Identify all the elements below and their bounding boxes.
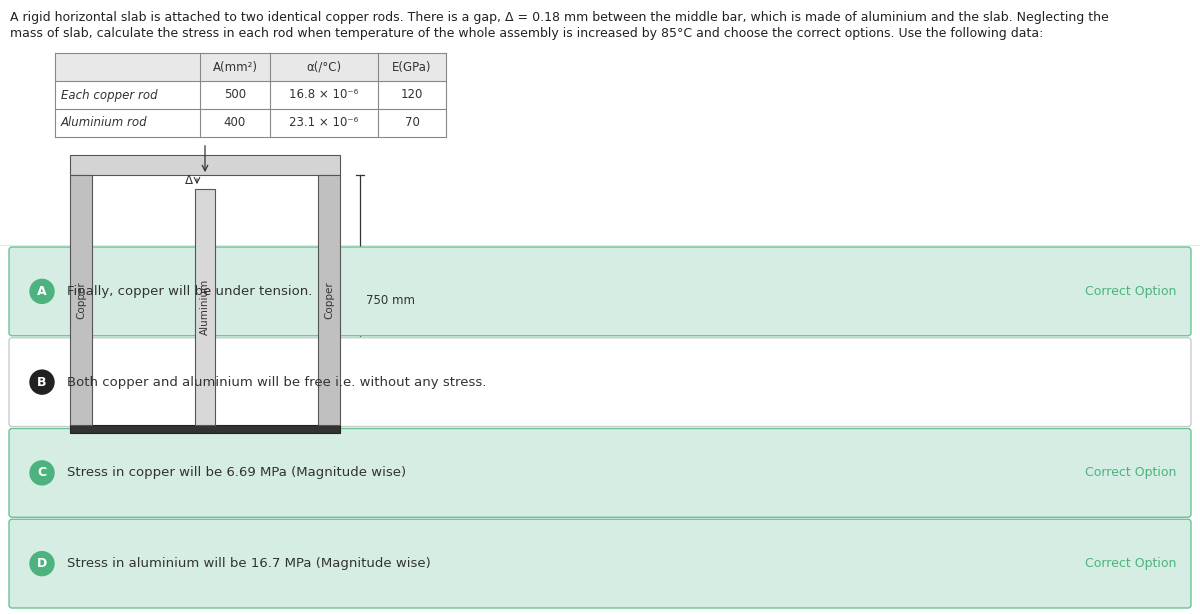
Bar <box>70 425 340 433</box>
Circle shape <box>30 370 54 394</box>
Bar <box>55 81 446 109</box>
Text: C: C <box>37 466 47 479</box>
Text: Correct Option: Correct Option <box>1085 285 1176 298</box>
FancyBboxPatch shape <box>10 338 1190 426</box>
Text: Stress in copper will be 6.69 MPa (Magnitude wise): Stress in copper will be 6.69 MPa (Magni… <box>67 466 406 479</box>
Text: Aluminium: Aluminium <box>200 279 210 335</box>
Text: A rigid horizontal slab is attached to two identical copper rods. There is a gap: A rigid horizontal slab is attached to t… <box>10 11 1109 24</box>
Text: 750 mm: 750 mm <box>366 293 415 306</box>
FancyBboxPatch shape <box>10 247 1190 336</box>
Text: Copper: Copper <box>76 281 86 319</box>
Text: A: A <box>37 285 47 298</box>
Bar <box>55 109 446 137</box>
Text: B: B <box>37 376 47 389</box>
Text: 23.1 × 10⁻⁶: 23.1 × 10⁻⁶ <box>289 116 359 130</box>
Text: Each copper rod: Each copper rod <box>61 89 157 101</box>
Text: D: D <box>37 557 47 570</box>
Bar <box>194 189 215 425</box>
Text: Correct Option: Correct Option <box>1085 466 1176 479</box>
Text: E(GPa): E(GPa) <box>392 60 432 74</box>
Text: α(/°C): α(/°C) <box>306 60 342 74</box>
Bar <box>70 155 340 175</box>
Text: 70: 70 <box>404 116 420 130</box>
Bar <box>70 175 92 425</box>
Text: Copper: Copper <box>324 281 334 319</box>
Text: A(mm²): A(mm²) <box>212 60 258 74</box>
Text: Aluminium rod: Aluminium rod <box>61 116 148 130</box>
Text: Stress in aluminium will be 16.7 MPa (Magnitude wise): Stress in aluminium will be 16.7 MPa (Ma… <box>67 557 431 570</box>
Circle shape <box>30 552 54 576</box>
Text: Correct Option: Correct Option <box>1085 557 1176 570</box>
Text: 16.8 × 10⁻⁶: 16.8 × 10⁻⁶ <box>289 89 359 101</box>
Text: 120: 120 <box>401 89 424 101</box>
FancyBboxPatch shape <box>10 519 1190 608</box>
Text: 500: 500 <box>224 89 246 101</box>
Text: Both copper and aluminium will be free i.e. without any stress.: Both copper and aluminium will be free i… <box>67 376 486 389</box>
FancyBboxPatch shape <box>10 429 1190 517</box>
Text: Finally, copper will be under tension.: Finally, copper will be under tension. <box>67 285 312 298</box>
Text: Δ: Δ <box>185 175 193 188</box>
Text: 400: 400 <box>224 116 246 130</box>
Bar <box>55 53 446 81</box>
Circle shape <box>30 461 54 485</box>
Text: mass of slab, calculate the stress in each rod when temperature of the whole ass: mass of slab, calculate the stress in ea… <box>10 27 1043 40</box>
Circle shape <box>30 279 54 303</box>
Bar <box>318 175 340 425</box>
